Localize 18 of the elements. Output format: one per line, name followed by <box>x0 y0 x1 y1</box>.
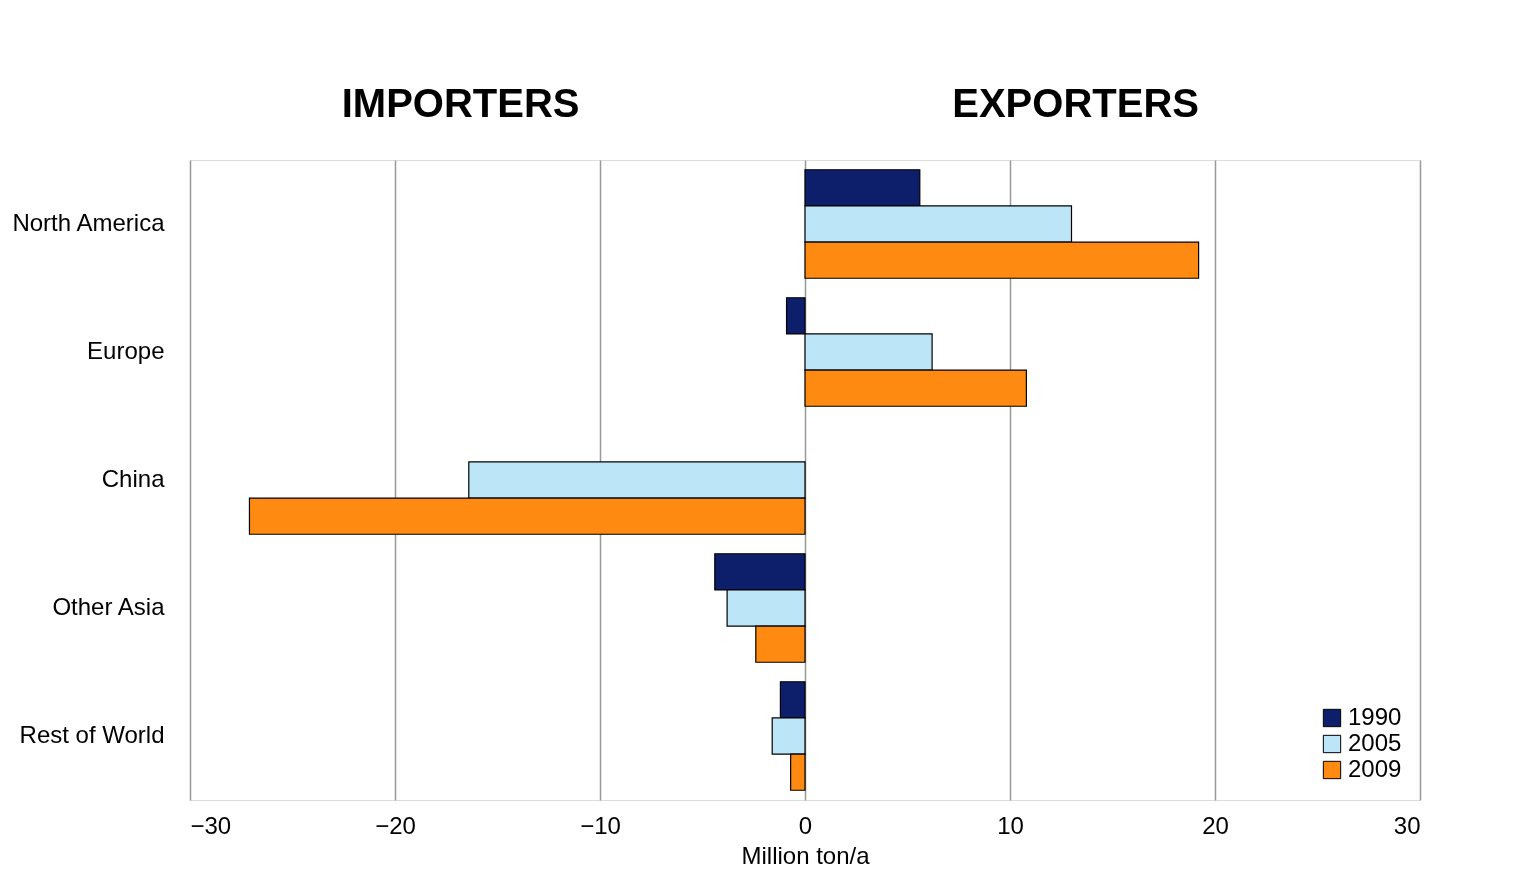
x-tick-label: −30 <box>190 811 232 839</box>
y-tick-label: North America <box>12 209 166 236</box>
x-tick-label: −20 <box>375 811 416 839</box>
text: EXPORTERS <box>952 81 1199 125</box>
x-tick-label: 0 <box>798 811 813 839</box>
y-tick-label: China <box>101 465 166 492</box>
y-tick-label: Other Asia <box>52 593 166 620</box>
legend-label: 2009 <box>1348 755 1402 782</box>
text: IMPORTERS <box>341 81 580 125</box>
x-tick-label: 30 <box>1393 811 1421 839</box>
x-tick-label: −10 <box>580 811 621 839</box>
x-tick-label: 10 <box>997 811 1024 839</box>
x-axis-title: Million ton/a <box>741 841 871 869</box>
legend-label: 1990 <box>1348 703 1402 730</box>
legend-label: 2005 <box>1348 729 1402 756</box>
y-tick-label: Rest of World <box>19 721 165 748</box>
y-tick-label: Europe <box>87 337 165 364</box>
x-tick-label: 20 <box>1202 811 1229 839</box>
